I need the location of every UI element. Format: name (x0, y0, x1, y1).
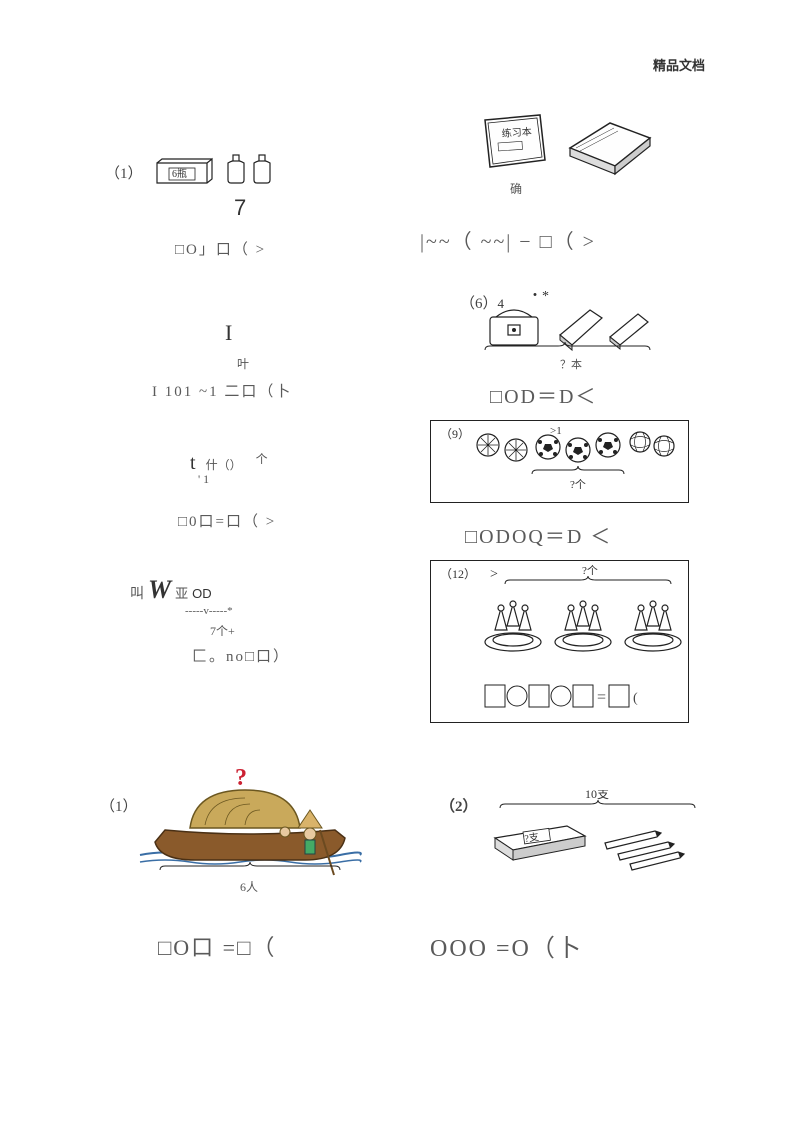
q7-dash: -----v-----* (185, 605, 233, 617)
q9-under: 6人 (240, 878, 258, 895)
q10-box: ?支 (524, 831, 540, 845)
q6-under: ?个 (570, 478, 586, 491)
q7-seven: 7个+ (210, 622, 235, 639)
q7-formula: 匚。no□口） (192, 645, 290, 666)
q5-up: 个 (256, 452, 268, 466)
q6-formula: □ODOQ＝D ＜ (465, 520, 612, 549)
q7-jiao: 叫 (130, 587, 144, 602)
q8-gt: > (490, 567, 498, 582)
q8-under: ?个 (582, 564, 598, 577)
q10-top: 10支 (585, 790, 609, 801)
q6-number: （9） (440, 427, 470, 441)
q5-shi: 什（） (206, 458, 242, 472)
page-header: 精品文档 (653, 55, 705, 74)
q10-formula: OOO =O（卜 (430, 928, 583, 963)
q10-number: （2） (440, 795, 478, 816)
q7-od: OD (192, 586, 212, 601)
q3-under: ？本 (560, 356, 582, 372)
q9-formula: □O口 =□（ (158, 930, 276, 962)
q1-count: 7 (234, 195, 246, 221)
q2-formula: |~~（ ~~| − □（ > (420, 225, 596, 254)
q9-number: （1） (100, 795, 138, 816)
q5-t: t (190, 452, 196, 474)
q7-w: W (148, 575, 171, 604)
svg-text:?: ? (235, 765, 247, 791)
svg-text:=: = (597, 689, 606, 706)
q2-label: 确 (510, 180, 522, 197)
q8-number: （12） (440, 567, 476, 581)
q5-sub: ' 1 (198, 472, 209, 487)
q1-box-label: 6瓶 (172, 167, 187, 180)
q5-formula: □0口=口（ > (178, 510, 276, 531)
q3-formula: □OD＝D＜ (490, 380, 597, 409)
svg-text:(: ( (633, 691, 638, 706)
q1-formula: □O」口（ > (175, 238, 266, 259)
q4-sub: 叶 (237, 355, 249, 372)
q7-ya: 亚 (175, 586, 188, 601)
q4-i: I (225, 320, 232, 346)
q4-formula: I 101 ~1 二口（卜 (152, 380, 292, 401)
q1-number: （1） (105, 166, 143, 182)
